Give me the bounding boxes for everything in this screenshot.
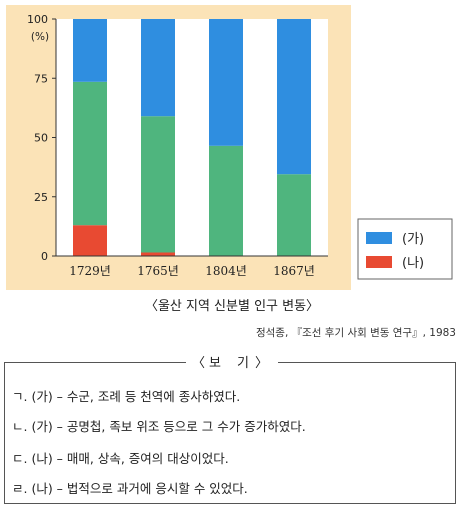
legend-swatch: [366, 232, 392, 244]
bar-segment-1804년-2: [209, 19, 243, 146]
bar-segment-1729년-2: [73, 19, 107, 82]
y-tick-label: 50: [34, 132, 48, 145]
bar-segment-1765년-2: [141, 19, 175, 117]
legend-swatch: [366, 256, 392, 268]
y-unit-label: (%): [31, 31, 49, 43]
bar-segment-1765년-0: [141, 252, 175, 256]
y-tick-label: 100: [27, 13, 48, 26]
bar-segment-1729년-1: [73, 81, 107, 226]
bar-segment-1867년-1: [277, 174, 311, 256]
source-citation: 정석종, 『조선 후기 사회 변동 연구』, 1983: [255, 327, 456, 339]
x-tick-label: 1804년: [205, 264, 247, 278]
bogi-title: 〈보 기〉: [0, 352, 464, 371]
y-tick-label: 25: [34, 191, 48, 204]
bogi-item: ㄴ. (가) – 공명첩, 족보 위조 등으로 그 수가 증가하였다.: [12, 419, 306, 434]
bogi-item: ㄷ. (나) – 매매, 상속, 증여의 대상이었다.: [12, 451, 229, 466]
y-tick-label: 0: [41, 250, 48, 263]
bar-segment-1765년-1: [141, 116, 175, 253]
legend-label: (나): [402, 256, 424, 271]
x-tick-label: 1765년: [137, 264, 179, 278]
legend: (가) (나): [357, 218, 453, 280]
legend-label: (가): [402, 232, 424, 247]
y-tick-label: 75: [34, 72, 48, 85]
bogi-item: ㄹ. (나) – 법적으로 과거에 응시할 수 있었다.: [12, 481, 248, 496]
legend-box: [357, 218, 453, 280]
bar-segment-1729년-0: [73, 225, 107, 256]
chart-title: 〈울산 지역 신분별 인구 변동〉: [144, 299, 320, 314]
bar-segment-1804년-1: [209, 145, 243, 256]
bogi-title-text: 보 기: [208, 356, 256, 371]
x-tick-label: 1867년: [273, 264, 315, 278]
bogi-item: ㄱ. (가) – 수군, 조례 등 천역에 종사하였다.: [12, 389, 241, 404]
bar-segment-1867년-2: [277, 19, 311, 175]
x-tick-label: 1729년: [69, 264, 111, 278]
